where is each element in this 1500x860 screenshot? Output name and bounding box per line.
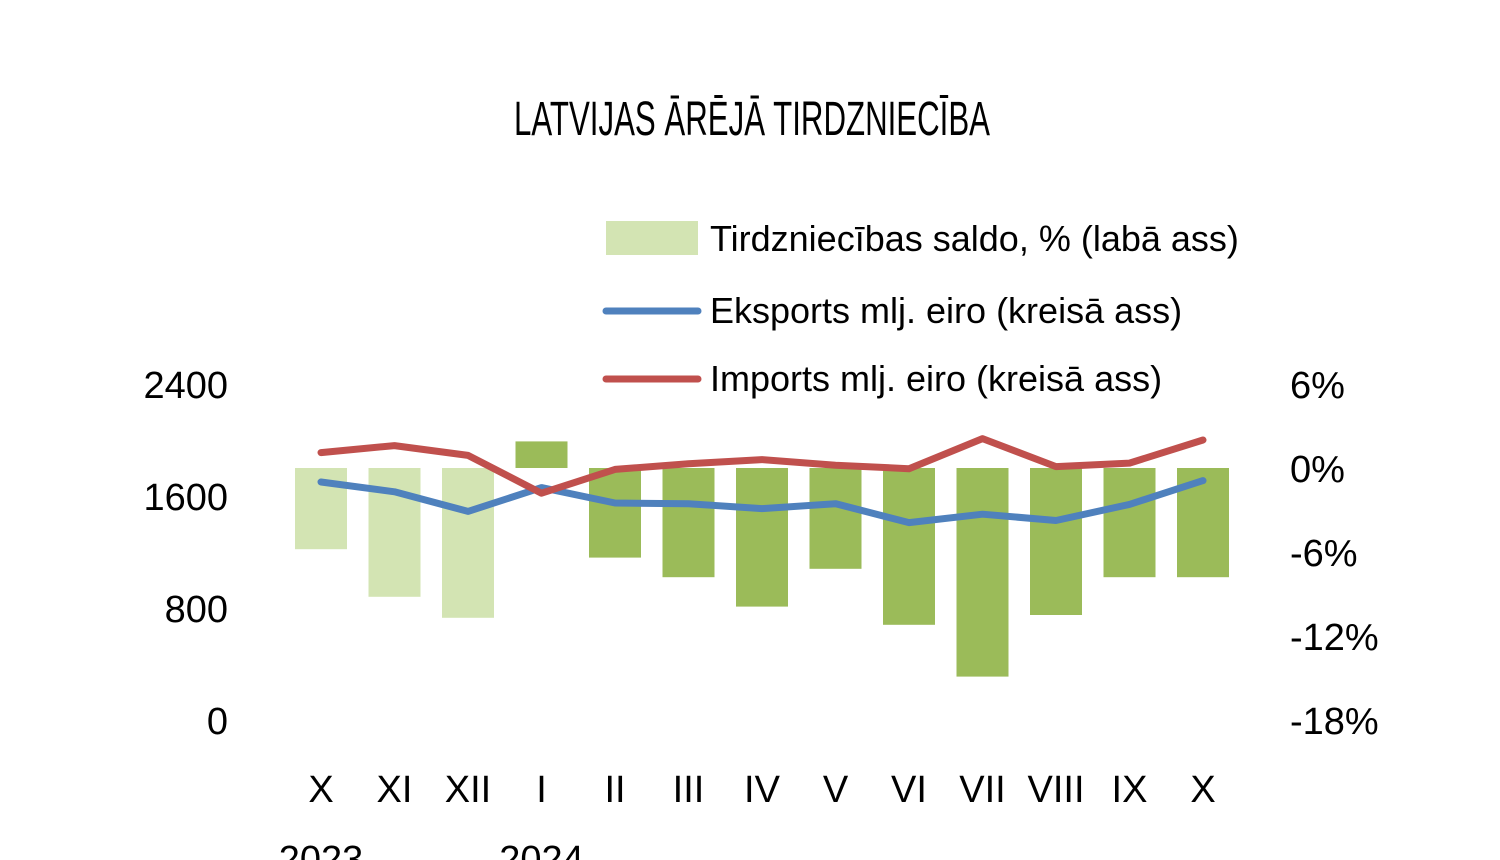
saldo-bar-6: [736, 468, 788, 607]
right-tick-label: -18%: [1290, 701, 1379, 743]
right-tick-label: -12%: [1290, 617, 1379, 659]
x-tick-label: V: [823, 769, 849, 811]
year-label: 2023: [279, 839, 364, 860]
bar-series: [295, 441, 1229, 677]
left-tick-label: 800: [165, 589, 228, 631]
x-tick-label: II: [604, 769, 625, 811]
export-line: [317, 477, 1207, 527]
x-tick-label: I: [536, 769, 547, 811]
year-label: 2024: [499, 839, 584, 860]
x-tick-label: VIII: [1027, 769, 1084, 811]
saldo-bar-2: [442, 468, 494, 618]
saldo-bar-10: [1030, 468, 1082, 615]
left-tick-label: 2400: [143, 365, 228, 407]
saldo-bar-8: [883, 468, 935, 625]
left-tick-label: 0: [207, 701, 228, 743]
left-tick-label: 1600: [143, 477, 228, 519]
x-tick-label: XI: [377, 769, 413, 811]
saldo-bar-5: [662, 468, 715, 578]
legend-label: Tirdzniecības saldo, % (labā ass): [710, 218, 1239, 259]
right-tick-label: 6%: [1290, 365, 1345, 407]
left-axis: 0 800 1600 2400: [143, 365, 228, 743]
x-tick-label: IX: [1112, 769, 1148, 811]
legend-swatch-saldo: [606, 221, 698, 255]
legend-label: Imports mlj. eiro (kreisā ass): [710, 358, 1162, 399]
x-tick-label: VI: [891, 769, 927, 811]
x-tick-label: XII: [445, 769, 491, 811]
saldo-bar-9: [956, 468, 1009, 677]
import-line: [317, 435, 1207, 497]
x-tick-label: X: [1190, 769, 1215, 811]
line-series: [317, 435, 1207, 527]
saldo-bar-3: [515, 441, 568, 468]
legend: Tirdzniecības saldo, % (labā ass) Eksport…: [602, 218, 1239, 399]
x-tick-label: X: [308, 769, 333, 811]
x-tick-label: IV: [744, 769, 781, 811]
chart-title: LATVIJAS ĀRĒJĀ TIRDZNIECĪBA: [514, 93, 990, 146]
right-axis: -18% -12% -6% 0% 6%: [1290, 365, 1379, 743]
x-tick-label: III: [673, 769, 705, 811]
saldo-bar-11: [1103, 468, 1156, 578]
saldo-bar-4: [589, 468, 641, 558]
saldo-bar-7: [809, 468, 862, 569]
right-tick-label: 0%: [1290, 449, 1345, 491]
right-tick-label: -6%: [1290, 533, 1358, 575]
legend-label: Eksports mlj. eiro (kreisā ass): [710, 290, 1182, 331]
x-tick-label: VII: [959, 769, 1005, 811]
